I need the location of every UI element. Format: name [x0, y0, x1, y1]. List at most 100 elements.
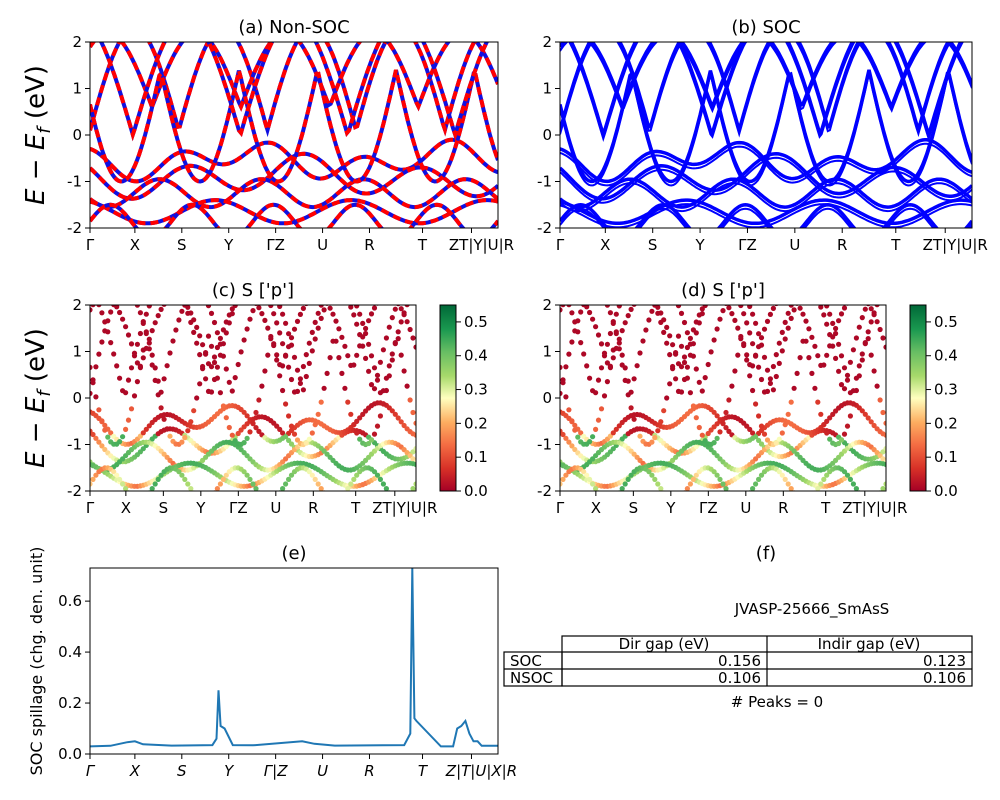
- projection-point: [336, 326, 342, 332]
- projection-point: [619, 352, 625, 358]
- projection-point: [250, 420, 256, 426]
- projection-point: [319, 295, 324, 300]
- projection-point: [806, 289, 811, 294]
- projection-point: [655, 428, 661, 434]
- projection-point: [750, 387, 756, 394]
- projection-point: [333, 280, 338, 285]
- projection-point: [593, 289, 598, 294]
- projection-point: [102, 427, 108, 433]
- projection-point: [687, 335, 694, 341]
- colorbar-tick-label: 0.0: [464, 482, 488, 500]
- projection-point: [405, 289, 410, 294]
- projection-point: [658, 292, 663, 297]
- projection-point: [125, 377, 132, 383]
- projection-point: [836, 341, 842, 347]
- projection-point: [687, 352, 694, 358]
- projection-point: [162, 280, 167, 285]
- projection-point: [123, 426, 129, 432]
- projection-point: [649, 308, 655, 314]
- projection-point: [750, 363, 756, 369]
- projection-point: [188, 292, 193, 297]
- projection-point: [363, 355, 369, 361]
- projection-point: [758, 423, 765, 429]
- projection-point: [747, 330, 753, 336]
- projection-point: [788, 399, 794, 405]
- projection-point: [678, 310, 685, 316]
- projection-point: [368, 437, 375, 443]
- projection-point: [339, 494, 344, 499]
- projection-point: [560, 305, 566, 308]
- projection-point: [90, 390, 93, 396]
- projection-point: [850, 401, 857, 407]
- band-line: [569, 42, 963, 141]
- projection-point: [572, 427, 578, 433]
- projection-point: [631, 305, 637, 307]
- projection-point: [152, 320, 158, 326]
- projection-point: [256, 305, 262, 311]
- projection-point: [868, 306, 874, 312]
- projection-point: [853, 486, 859, 491]
- projection-point: [374, 372, 381, 378]
- projection-point: [714, 435, 720, 441]
- panel-c-plot: -2 -1 0 1 2 Γ X S Y ΓZ U R T ZT|Y|U|R: [67, 280, 437, 517]
- projection-point: [126, 289, 131, 294]
- y-tick-label: 2: [542, 33, 552, 51]
- projection-point: [812, 385, 818, 391]
- projection-point: [368, 353, 375, 359]
- projection-point: [223, 472, 229, 478]
- projection-point: [315, 310, 321, 316]
- x-tick-label: U: [317, 762, 328, 780]
- projection-point: [862, 340, 868, 346]
- projection-point: [170, 282, 175, 287]
- projection-point: [265, 352, 271, 358]
- projection-point: [339, 370, 345, 376]
- projection-point: [345, 486, 351, 491]
- projection-point: [726, 305, 732, 311]
- projection-point: [593, 390, 599, 396]
- projection-point: [383, 335, 389, 341]
- projection-point: [795, 494, 800, 499]
- projection-point: [572, 319, 578, 325]
- projection-point: [183, 305, 186, 306]
- projection-point: [90, 289, 95, 294]
- projection-point: [291, 354, 298, 360]
- projection-point: [836, 440, 842, 447]
- colorbar-tick-label: 0.0: [934, 482, 958, 500]
- projection-point: [572, 446, 578, 453]
- panel-e-title: (e): [281, 543, 306, 564]
- projection-point: [670, 292, 675, 297]
- projection-point: [620, 296, 625, 301]
- projection-point: [622, 320, 628, 326]
- projection-point: [702, 375, 708, 381]
- projection-point: [844, 377, 851, 383]
- projection-point: [309, 329, 315, 335]
- projection-point: [798, 295, 803, 300]
- projection-point: [114, 363, 120, 369]
- projection-point: [214, 330, 220, 336]
- projection-point: [185, 296, 190, 301]
- projection-point: [164, 426, 170, 432]
- projection-point: [185, 310, 191, 316]
- projection-point: [818, 290, 823, 295]
- projection-point: [120, 289, 125, 294]
- projection-point: [161, 376, 167, 382]
- projection-point: [244, 413, 250, 419]
- projection-point: [114, 296, 119, 301]
- projection-point: [655, 310, 661, 316]
- projection-point: [634, 363, 640, 369]
- projection-point: [860, 295, 865, 300]
- projection-point: [176, 294, 181, 299]
- projection-point: [608, 498, 613, 503]
- projection-point: [675, 305, 682, 309]
- y-tick-label: -1: [67, 173, 82, 191]
- projection-point: [883, 446, 886, 452]
- x-tick-label: U: [740, 499, 751, 517]
- projection-point: [625, 313, 631, 319]
- projection-point: [744, 320, 750, 326]
- x-tick-label: ΓZ: [738, 236, 757, 254]
- projection-point: [371, 305, 378, 311]
- projection-point: [676, 496, 681, 501]
- projection-point: [283, 352, 289, 358]
- projection-point: [584, 296, 589, 301]
- projection-point: [286, 344, 292, 350]
